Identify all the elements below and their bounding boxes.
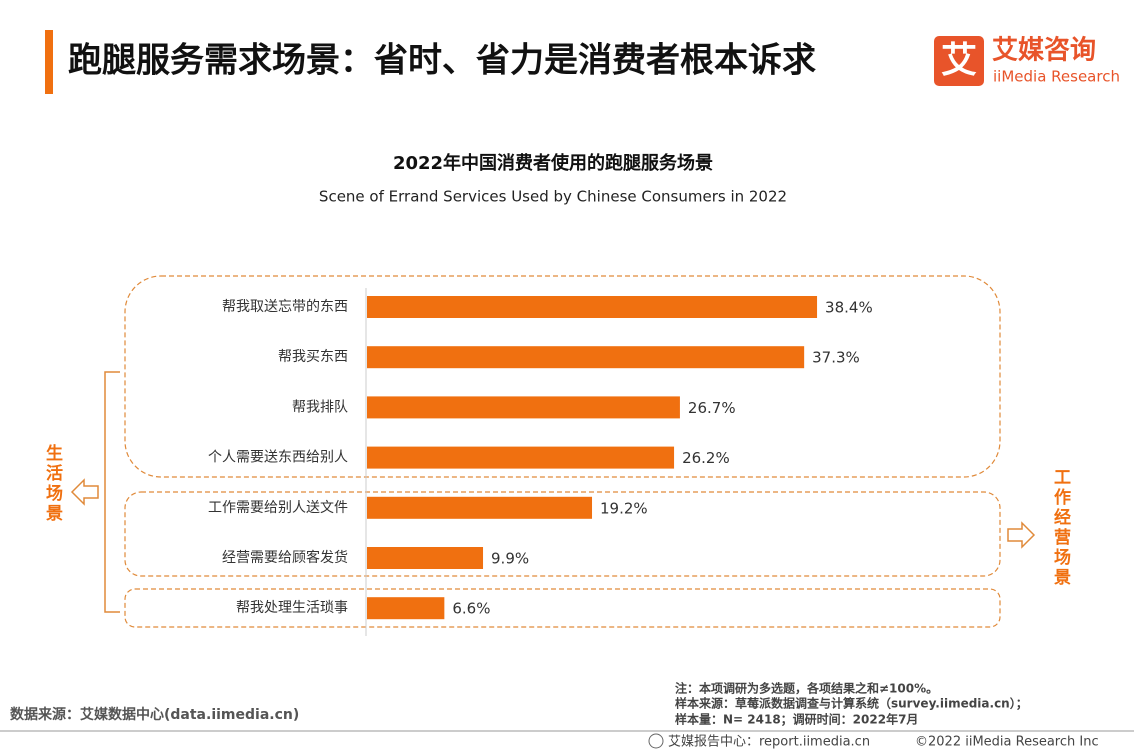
bar — [367, 547, 484, 569]
copyright: ©2022 iiMedia Research Inc — [915, 735, 1099, 750]
group-label: 生活场景 — [42, 444, 62, 524]
value-label: 26.7% — [688, 399, 736, 417]
page-title: 跑腿服务需求场景：省时、省力是消费者根本诉求 — [68, 41, 816, 81]
chart-subtitle: Scene of Errand Services Used by Chinese… — [319, 188, 787, 206]
value-label: 38.4% — [825, 299, 873, 317]
value-label: 6.6% — [452, 600, 490, 618]
logo-mark: 艾 — [941, 40, 977, 81]
value-label: 9.9% — [491, 550, 529, 568]
category-label: 经营需要给顾客发货 — [222, 549, 348, 566]
category-label: 帮我处理生活琐事 — [236, 599, 348, 616]
note: 样本来源：草莓派数据调查与计算系统（survey.iimedia.cn）； — [675, 696, 1028, 711]
note: 注：本项调研为多选题，各项结果之和≠100%。 — [675, 681, 938, 696]
logo-box — [934, 36, 984, 86]
bar — [367, 346, 805, 369]
right-arrow — [1007, 521, 1036, 549]
report-center: 艾媒报告中心：report.iimedia.cn — [668, 735, 870, 750]
title-accent — [45, 30, 53, 94]
note: 样本量：N= 2418；调研时间：2022年7月 — [675, 712, 918, 727]
bar — [367, 296, 818, 318]
value-label: 26.2% — [682, 449, 730, 467]
globe-icon — [648, 733, 664, 749]
bar — [367, 446, 675, 469]
value-label: 37.3% — [812, 349, 860, 367]
bars: 帮我取送忘带的东西 38.4% 帮我买东西 37.3% 帮我排队 26.7% 个人需要送东西… — [208, 296, 873, 620]
group-box — [124, 588, 1001, 628]
category-label: 个人需要送东西给别人 — [208, 450, 348, 466]
category-label: 帮我取送忘带的东西 — [222, 299, 348, 315]
category-label: 工作需要给别人送文件 — [208, 500, 348, 516]
chart-title: 2022年中国消费者使用的跑腿服务场景 — [393, 152, 713, 174]
bar — [367, 396, 680, 419]
left-arrow — [70, 478, 99, 506]
bar — [367, 597, 445, 620]
group-box — [124, 275, 1001, 478]
value-label: 19.2% — [600, 499, 648, 517]
bar — [367, 496, 593, 519]
bracket — [104, 371, 120, 613]
source: 数据来源：艾媒数据中心(data.iimedia.cn) — [10, 706, 299, 723]
logo-en: iiMedia Research — [993, 68, 1120, 86]
category-label: 帮我排队 — [292, 399, 348, 415]
logo-cn: 艾媒咨询 — [992, 35, 1096, 66]
group-boxes — [124, 275, 1001, 628]
group-label: 工作经营场景 — [1050, 468, 1070, 588]
category-label: 帮我买东西 — [278, 349, 348, 365]
